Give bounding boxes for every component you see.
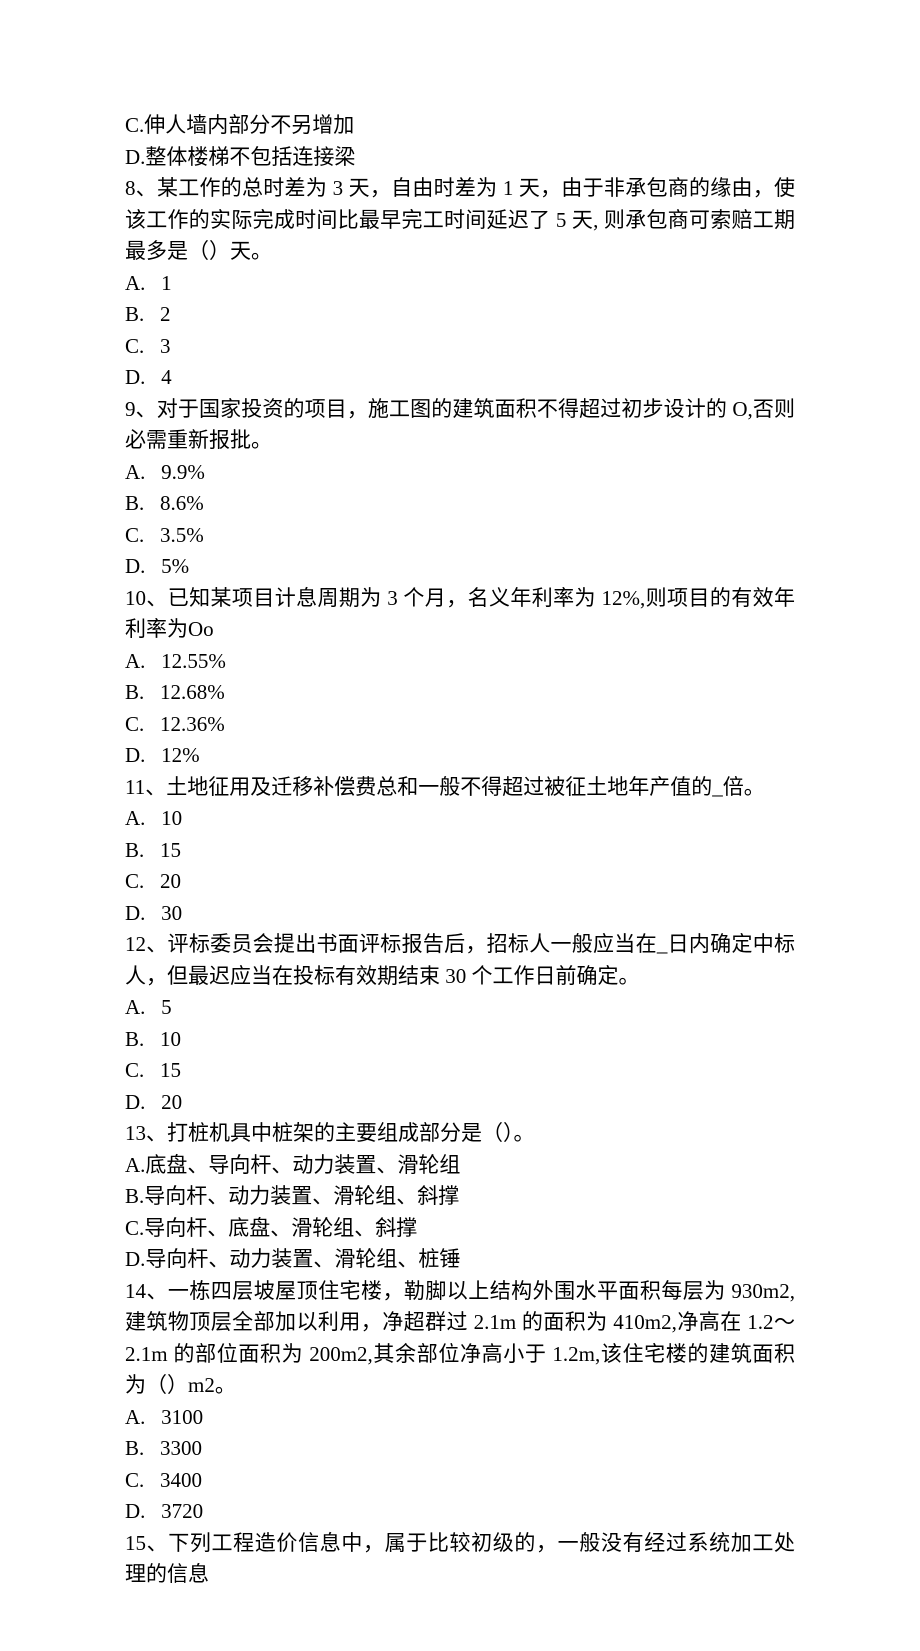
q12-option-a: A. 5 bbox=[125, 992, 795, 1024]
q12-option-d: D. 20 bbox=[125, 1087, 795, 1119]
q10-option-a: A. 12.55% bbox=[125, 646, 795, 678]
option-text: 8.6% bbox=[160, 491, 204, 515]
option-text: 12.68% bbox=[160, 680, 225, 704]
q11-option-a: A. 10 bbox=[125, 803, 795, 835]
q14-option-b: B. 3300 bbox=[125, 1433, 795, 1465]
option-text: 2 bbox=[160, 302, 171, 326]
q9-option-d: D. 5% bbox=[125, 551, 795, 583]
q10-option-d: D. 12% bbox=[125, 740, 795, 772]
option-text: 3400 bbox=[160, 1468, 202, 1492]
q13-option-c: C.导向杆、底盘、滑轮组、斜撑 bbox=[125, 1213, 795, 1245]
option-text: 20 bbox=[161, 1090, 182, 1114]
option-text: 10 bbox=[160, 1027, 181, 1051]
q9-option-a: A. 9.9% bbox=[125, 457, 795, 489]
option-text: 4 bbox=[161, 365, 172, 389]
option-label: D. bbox=[125, 554, 145, 578]
q8-option-b: B. 2 bbox=[125, 299, 795, 331]
document-body: C.伸人墙内部分不另增加 D.整体楼梯不包括连接梁 8、某工作的总时差为 3 天… bbox=[0, 0, 920, 1651]
option-label: C. bbox=[125, 712, 144, 736]
q14-option-c: C. 3400 bbox=[125, 1465, 795, 1497]
option-label: D. bbox=[125, 901, 145, 925]
option-text: 3720 bbox=[161, 1499, 203, 1523]
option-label: C. bbox=[125, 1058, 144, 1082]
q13-option-d: D.导向杆、动力装置、滑轮组、桩锤 bbox=[125, 1244, 795, 1276]
option-text: 30 bbox=[161, 901, 182, 925]
q8-stem: 8、某工作的总时差为 3 天，自由时差为 1 天，由于非承包商的缘由，使该工作的… bbox=[125, 173, 795, 268]
q14-option-a: A. 3100 bbox=[125, 1402, 795, 1434]
q15-stem: 15、下列工程造价信息中，属于比较初级的，一般没有经过系统加工处理的信息 bbox=[125, 1528, 795, 1591]
option-text: 3 bbox=[160, 334, 171, 358]
option-label: B. bbox=[125, 302, 144, 326]
option-label: C. bbox=[125, 869, 144, 893]
q11-stem: 11、土地征用及迁移补偿费总和一般不得超过被征土地年产值的_倍。 bbox=[125, 772, 795, 804]
option-label: A. bbox=[125, 806, 145, 830]
option-label: C. bbox=[125, 334, 144, 358]
option-text: 3300 bbox=[160, 1436, 202, 1460]
q9-option-c: C. 3.5% bbox=[125, 520, 795, 552]
q8-option-c: C. 3 bbox=[125, 331, 795, 363]
option-text: 5% bbox=[161, 554, 189, 578]
option-text: 20 bbox=[160, 869, 181, 893]
option-label: A. bbox=[125, 649, 145, 673]
q11-option-d: D. 30 bbox=[125, 898, 795, 930]
q13-option-a: A.底盘、导向杆、动力装置、滑轮组 bbox=[125, 1150, 795, 1182]
q14-stem: 14、一栋四层坡屋顶住宅楼，勒脚以上结构外围水平面积每层为 930m2,建筑物顶… bbox=[125, 1276, 795, 1402]
q14-option-d: D. 3720 bbox=[125, 1496, 795, 1528]
option-text: 1 bbox=[161, 271, 172, 295]
option-label: A. bbox=[125, 460, 145, 484]
q7-option-d: D.整体楼梯不包括连接梁 bbox=[125, 142, 795, 174]
option-text: 15 bbox=[160, 838, 181, 862]
q11-option-c: C. 20 bbox=[125, 866, 795, 898]
option-text: 12% bbox=[161, 743, 200, 767]
option-label: B. bbox=[125, 1436, 144, 1460]
q9-option-b: B. 8.6% bbox=[125, 488, 795, 520]
option-label: C. bbox=[125, 1468, 144, 1492]
option-text: 12.36% bbox=[160, 712, 225, 736]
option-label: B. bbox=[125, 1027, 144, 1051]
option-text: 10 bbox=[161, 806, 182, 830]
option-label: A. bbox=[125, 271, 145, 295]
q12-stem: 12、评标委员会提出书面评标报告后，招标人一般应当在_日内确定中标人，但最迟应当… bbox=[125, 929, 795, 992]
option-text: 15 bbox=[160, 1058, 181, 1082]
option-label: D. bbox=[125, 743, 145, 767]
q8-option-a: A. 1 bbox=[125, 268, 795, 300]
option-label: A. bbox=[125, 1405, 145, 1429]
q13-stem: 13、打桩机具中桩架的主要组成部分是（）。 bbox=[125, 1118, 795, 1150]
q13-option-b: B.导向杆、动力装置、滑轮组、斜撑 bbox=[125, 1181, 795, 1213]
option-text: 3100 bbox=[161, 1405, 203, 1429]
option-text: 12.55% bbox=[161, 649, 226, 673]
q11-option-b: B. 15 bbox=[125, 835, 795, 867]
q8-option-d: D. 4 bbox=[125, 362, 795, 394]
option-text: 5 bbox=[161, 995, 172, 1019]
option-text: 3.5% bbox=[160, 523, 204, 547]
option-label: B. bbox=[125, 491, 144, 515]
option-label: B. bbox=[125, 680, 144, 704]
q10-option-b: B. 12.68% bbox=[125, 677, 795, 709]
q10-option-c: C. 12.36% bbox=[125, 709, 795, 741]
q12-option-c: C. 15 bbox=[125, 1055, 795, 1087]
q9-stem: 9、对于国家投资的项目，施工图的建筑面积不得超过初步设计的 O,否则必需重新报批… bbox=[125, 394, 795, 457]
option-label: C. bbox=[125, 523, 144, 547]
option-label: D. bbox=[125, 1090, 145, 1114]
q12-option-b: B. 10 bbox=[125, 1024, 795, 1056]
option-label: A. bbox=[125, 995, 145, 1019]
option-label: D. bbox=[125, 1499, 145, 1523]
option-text: 9.9% bbox=[161, 460, 205, 484]
q10-stem: 10、已知某项目计息周期为 3 个月，名义年利率为 12%,则项目的有效年利率为… bbox=[125, 583, 795, 646]
q7-option-c: C.伸人墙内部分不另增加 bbox=[125, 110, 795, 142]
option-label: B. bbox=[125, 838, 144, 862]
option-label: D. bbox=[125, 365, 145, 389]
